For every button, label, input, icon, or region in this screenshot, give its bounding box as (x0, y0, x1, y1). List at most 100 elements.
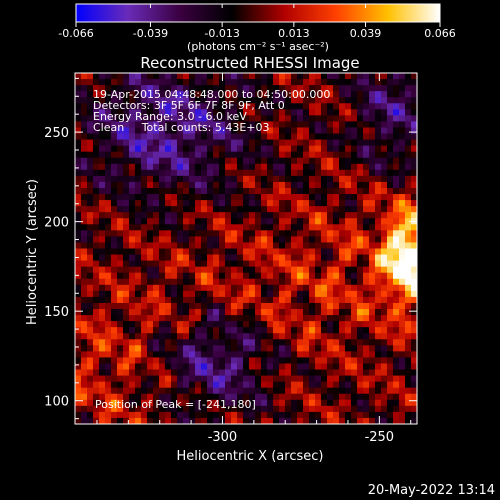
heatmap-cell (111, 157, 118, 165)
heatmap-cell (207, 127, 214, 135)
heatmap-cell (267, 351, 274, 359)
heatmap-cell (291, 206, 298, 213)
heatmap-cell (201, 417, 208, 424)
heatmap-cell (255, 375, 262, 383)
heatmap-cell (171, 278, 178, 286)
heatmap-cell (153, 169, 160, 177)
heatmap-cell (309, 309, 316, 316)
heatmap-cell (261, 375, 268, 383)
heatmap-cell (351, 351, 358, 359)
heatmap-cell (405, 315, 412, 322)
heatmap-cell (405, 290, 412, 298)
heatmap-cell (225, 145, 232, 153)
heatmap-cell (207, 417, 214, 424)
heatmap-cell (87, 248, 94, 256)
heatmap-cell (201, 351, 208, 359)
heatmap-cell (273, 248, 280, 256)
heatmap-cell (201, 212, 208, 219)
heatmap-cell (297, 363, 304, 371)
heatmap-cell (81, 73, 88, 80)
heatmap-cell (399, 242, 406, 250)
heatmap-cell (381, 103, 388, 110)
heatmap-cell (87, 260, 94, 268)
heatmap-cell (333, 212, 340, 219)
heatmap-cell (111, 230, 118, 237)
heatmap-cell (105, 363, 112, 371)
heatmap-cell (111, 121, 118, 129)
heatmap-cell (129, 309, 136, 316)
heatmap-cell (117, 302, 124, 310)
heatmap-cell (255, 139, 262, 147)
heatmap-cell (405, 91, 412, 98)
heatmap-cell (411, 230, 417, 237)
heatmap-cell (261, 109, 268, 116)
heatmap-cell (345, 236, 352, 244)
heatmap-cell (381, 151, 388, 159)
heatmap-cell (237, 248, 244, 256)
heatmap-cell (195, 115, 202, 123)
heatmap-cell (375, 157, 382, 165)
heatmap-cell (183, 266, 190, 274)
heatmap-cell (99, 79, 106, 86)
heatmap-cell (219, 278, 226, 286)
heatmap-cell (297, 127, 304, 135)
heatmap-cell (345, 369, 352, 377)
heatmap-cell (207, 230, 214, 237)
heatmap-cell (339, 230, 346, 237)
heatmap-cell (339, 194, 346, 201)
heatmap-cell (153, 242, 160, 250)
heatmap-cell (177, 405, 184, 413)
heatmap-cell (87, 387, 94, 395)
heatmap-cell (333, 139, 340, 147)
heatmap-cell (177, 296, 184, 304)
heatmap-cell (75, 296, 82, 304)
heatmap-cell (285, 405, 292, 413)
heatmap-cell (207, 393, 214, 401)
heatmap-cell (141, 97, 148, 104)
heatmap-cell (219, 411, 226, 419)
heatmap-cell (267, 163, 274, 171)
heatmap-cell (93, 405, 100, 413)
heatmap-cell (381, 248, 388, 256)
y-tick-label: 100 (44, 395, 69, 410)
heatmap-cell (195, 121, 202, 129)
heatmap-cell (129, 145, 136, 153)
heatmap-cell (381, 260, 388, 268)
heatmap-cell (375, 212, 382, 219)
heatmap-cell (393, 345, 400, 352)
heatmap-cell (297, 242, 304, 250)
heatmap-cell (357, 230, 364, 237)
heatmap-cell (279, 163, 286, 171)
heatmap-cell (267, 363, 274, 371)
heatmap-cell (177, 127, 184, 135)
heatmap-cell (189, 290, 196, 298)
heatmap-cell (123, 284, 130, 292)
heatmap-cell (297, 369, 304, 377)
heatmap-cell (261, 272, 268, 280)
heatmap-cell (87, 411, 94, 419)
colorbar-tick-label: -0.039 (133, 27, 168, 40)
heatmap-cell (219, 309, 226, 316)
heatmap-cell (315, 290, 322, 298)
heatmap-cell (339, 109, 346, 116)
heatmap-cell (375, 345, 382, 352)
heatmap-cell (303, 127, 310, 135)
heatmap-cell (351, 121, 358, 129)
heatmap-cell (297, 181, 304, 189)
heatmap-cell (135, 97, 142, 104)
heatmap-cell (315, 387, 322, 395)
heatmap-cell (159, 218, 166, 225)
heatmap-cell (339, 284, 346, 292)
heatmap-cell (249, 218, 256, 225)
heatmap-cell (381, 121, 388, 129)
heatmap-cell (345, 278, 352, 286)
heatmap-cell (195, 224, 202, 231)
heatmap-cell (369, 121, 376, 129)
heatmap-cell (141, 393, 148, 401)
heatmap-cell (315, 284, 322, 292)
heatmap-cell (99, 145, 106, 153)
heatmap-cell (267, 248, 274, 256)
heatmap-cell (279, 369, 286, 377)
heatmap-cell (225, 345, 232, 352)
heatmap-cell (333, 339, 340, 346)
